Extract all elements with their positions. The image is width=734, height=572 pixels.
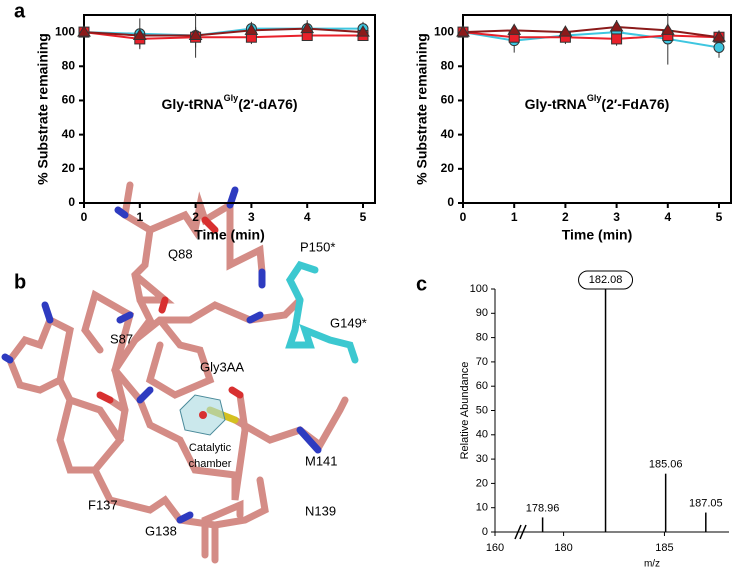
annotation-part: Gly-tRNA [161, 96, 223, 112]
residue-label: G138 [145, 523, 177, 538]
peak-label: 182.08 [589, 274, 623, 286]
x-tick-label: 0 [81, 210, 88, 224]
y-axis-label: Relative Abundance [459, 362, 471, 460]
y-tick-label: 80 [62, 58, 76, 72]
residue-label: Catalytic [189, 442, 232, 454]
series-line [462, 25, 720, 39]
x-tick-label: 5 [716, 210, 723, 224]
marker [609, 19, 624, 32]
x-tick-label: 4 [304, 210, 311, 224]
residue-label: F137 [88, 497, 118, 512]
marker [713, 41, 725, 53]
annotation-part: Gly-tRNA [525, 96, 587, 112]
residue-label: Gly3AA [200, 359, 244, 374]
x-axis-label: Time (min) [562, 227, 633, 243]
y-tick-label: 100 [434, 24, 454, 38]
marker [188, 28, 203, 41]
series-line [462, 31, 720, 40]
y-tick-label: 30 [476, 453, 488, 465]
y-tick-label: 60 [441, 93, 455, 107]
x-tick-label: 2 [562, 210, 569, 224]
marker [356, 25, 370, 37]
annotation: Gly-tRNAGly(2′-dA76) [161, 93, 297, 111]
x-tick-label: 185 [655, 542, 673, 554]
x-tick-label: 5 [360, 210, 367, 224]
marker [712, 30, 726, 42]
annotation: Gly-tRNAGly(2′-FdA76) [525, 93, 670, 111]
residue-label: N139 [305, 503, 336, 518]
y-tick-label: 90 [476, 307, 488, 319]
peak-label: 187.05 [689, 497, 723, 509]
residue-label: P150* [300, 239, 335, 254]
residue-label: M141 [305, 453, 338, 468]
x-tick-label: 1 [136, 210, 143, 224]
x-tick-label: 3 [248, 210, 255, 224]
y-tick-label: 70 [476, 356, 488, 368]
residue-label: Q88 [168, 246, 193, 261]
annotation-part: Gly [587, 93, 602, 103]
plot-frame [83, 14, 376, 204]
y-tick-label: 20 [62, 161, 76, 175]
y-tick-label: 0 [482, 526, 488, 538]
marker [611, 33, 623, 45]
panel-label: b [14, 271, 26, 293]
y-tick-label: 0 [68, 195, 75, 209]
x-axis-label: Time (min) [194, 227, 265, 243]
y-tick-label: 40 [476, 429, 488, 441]
marker [300, 21, 315, 34]
marker [132, 28, 147, 41]
plot-frame [462, 14, 732, 204]
series-line [462, 31, 720, 49]
y-tick-label: 40 [441, 127, 455, 141]
series-line [83, 27, 364, 37]
y-tick-label: 20 [441, 161, 455, 175]
y-tick-label: 60 [62, 93, 76, 107]
x-tick-label: 2 [192, 210, 199, 224]
annotation-part: (2′-FdA76) [601, 96, 669, 112]
y-tick-label: 60 [476, 380, 488, 392]
axis-break [514, 524, 527, 540]
annotation-part: (2′-dA76) [238, 96, 297, 112]
marker [558, 25, 573, 37]
annotation-part: Gly [224, 93, 239, 103]
x-tick-label: 4 [664, 210, 671, 224]
y-tick-label: 80 [441, 58, 455, 72]
x-axis-label: m/z [644, 559, 660, 570]
panel-label: c [416, 273, 427, 295]
marker [456, 25, 470, 37]
y-tick-label: 20 [476, 477, 488, 489]
marker [244, 23, 259, 35]
panel-label: a [14, 0, 26, 22]
molecule [1, 181, 359, 564]
y-axis-label: % Substrate remaining [414, 33, 430, 185]
x-tick-label: 160 [486, 542, 504, 554]
marker [660, 23, 675, 35]
y-tick-label: 100 [55, 24, 75, 38]
marker [77, 25, 91, 37]
peak-circle [578, 270, 634, 290]
y-tick-label: 10 [476, 502, 488, 514]
peak-label: 185.06 [649, 459, 683, 471]
y-axis-label: % Substrate remaining [35, 33, 51, 185]
y-tick-label: 50 [476, 404, 488, 416]
residue-label: S87 [110, 331, 133, 346]
peak-label: 178.96 [526, 502, 560, 514]
y-tick-label: 0 [447, 195, 454, 209]
marker [507, 23, 522, 35]
residue-label: chamber [189, 458, 232, 470]
x-tick-label: 0 [460, 210, 467, 224]
y-tick-label: 100 [470, 283, 488, 295]
x-tick-label: 1 [511, 210, 518, 224]
residue-label: G149* [330, 315, 367, 330]
series-line [83, 31, 363, 40]
y-tick-label: 40 [62, 127, 76, 141]
x-tick-label: 3 [613, 210, 620, 224]
x-tick-label: 180 [554, 542, 572, 554]
y-tick-label: 80 [476, 332, 488, 344]
